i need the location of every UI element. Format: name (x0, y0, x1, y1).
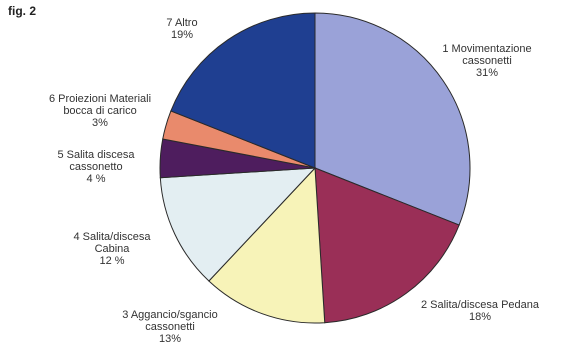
pie-label-1-line: cassonetti (462, 55, 512, 67)
pie-label-7: 7 Altro 19% (166, 17, 197, 41)
pie-label-7-line: 19% (171, 29, 193, 41)
pie-label-2-line: 2 Salita/discesa Pedana (421, 299, 540, 311)
pie-label-6-line: 3% (92, 117, 108, 129)
pie-label-3-line: cassonetti (145, 321, 195, 333)
pie-label-1-line: 31% (476, 67, 498, 79)
pie-labels: 1 Movimentazione cassonetti 31%2 Salita/di… (49, 17, 540, 345)
pie-label-6: 6 Proiezioni Materiali bocca di carico 3% (49, 93, 151, 129)
pie-slice-4 (159, 167, 317, 282)
pie-label-6-line: bocca di carico (63, 105, 136, 117)
pie-label-4-line: Cabina (95, 243, 131, 255)
pie-slice-7 (170, 12, 316, 169)
pie-label-5-line: 4 % (87, 173, 106, 185)
pie-slices (159, 12, 471, 324)
pie-label-1: 1 Movimentazione cassonetti 31% (442, 43, 531, 79)
pie-label-2: 2 Salita/discesa Pedana 18% (421, 299, 540, 323)
pie-label-3-line: 3 Aggancio/sgancio (122, 309, 217, 321)
figure-label: fig. 2 (8, 4, 37, 18)
pie-slice-1 (314, 12, 471, 226)
pie-label-4-line: 4 Salita/discesa (73, 231, 151, 243)
pie-label-4: 4 Salita/discesa Cabina 12 % (73, 231, 151, 267)
pie-slice-2 (314, 167, 460, 324)
pie-label-3: 3 Aggancio/sgancio cassonetti 13% (122, 309, 217, 345)
pie-label-5-line: cassonetto (69, 161, 122, 173)
pie-label-5-line: 5 Salita discesa (57, 149, 135, 161)
pie-label-1-line: 1 Movimentazione (442, 43, 531, 55)
pie-label-6-line: 6 Proiezioni Materiali (49, 93, 151, 105)
pie-label-7-line: 7 Altro (166, 17, 197, 29)
pie-label-5: 5 Salita discesa cassonetto 4 % (57, 149, 135, 185)
pie-label-2-line: 18% (469, 311, 491, 323)
pie-label-4-line: 12 % (99, 255, 124, 267)
pie-label-3-line: 13% (159, 333, 181, 345)
pie-slice-3 (208, 166, 326, 324)
